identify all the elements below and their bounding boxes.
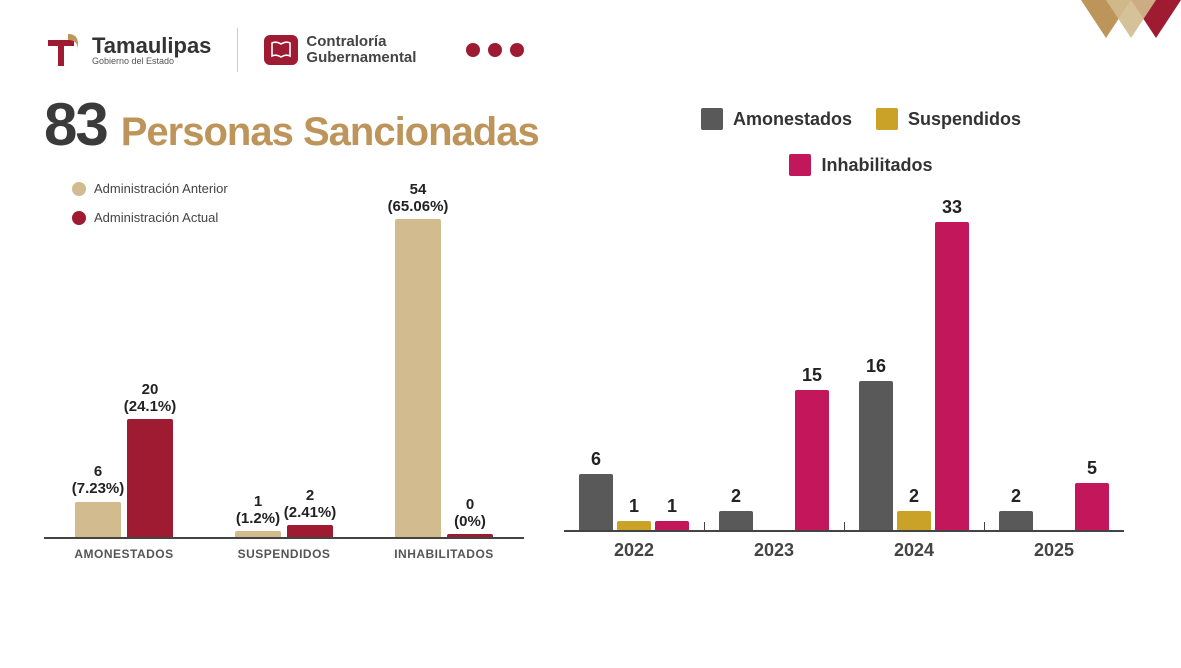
bar-label: 33 <box>942 197 962 222</box>
bar-group: 2 15 <box>704 390 844 530</box>
bar-label: 20(24.1%) <box>124 381 177 420</box>
bar-group: 1(1.2%) 2(2.41%) <box>204 525 364 537</box>
bar: 15 <box>795 390 829 530</box>
chart-by-year: 6112151623325 2022202320242025 <box>564 172 1124 561</box>
bar-label: 1 <box>629 496 639 521</box>
tam-title: Tamaulipas <box>92 35 211 57</box>
bar-label: 5 <box>1087 458 1097 483</box>
bar-label: 16 <box>866 356 886 381</box>
bar-label: 2 <box>731 486 741 511</box>
title-text: Personas Sancionadas <box>121 110 539 155</box>
x-tick: INHABILITADOS <box>364 539 524 561</box>
bar-label: 2 <box>1011 486 1021 511</box>
bar-label: 15 <box>802 365 822 390</box>
x-tick: 2025 <box>984 532 1124 561</box>
bar: 2(2.41%) <box>287 525 333 537</box>
corner-decoration <box>981 0 1181 90</box>
bar-group: 16233 <box>844 222 984 530</box>
bar-label: 1 <box>667 496 677 521</box>
bar-label: 2 <box>909 486 919 511</box>
x-tick: SUSPENDIDOS <box>204 539 364 561</box>
legend-swatch <box>876 108 898 130</box>
header-divider <box>237 28 238 72</box>
header-dots <box>466 43 524 57</box>
bar-group: 25 <box>984 483 1124 530</box>
bar: 5 <box>1075 483 1109 530</box>
bar-group: 611 <box>564 474 704 530</box>
bar: 6 <box>579 474 613 530</box>
x-tick: 2023 <box>704 532 844 561</box>
bar-label: 0(0%) <box>454 496 486 535</box>
bar: 1 <box>655 521 689 530</box>
bar: 0(0%) <box>447 534 493 537</box>
bar: 2 <box>897 511 931 530</box>
bar: 1(1.2%) <box>235 531 281 537</box>
bar: 6(7.23%) <box>75 502 121 537</box>
x-tick: 2024 <box>844 532 984 561</box>
title-number: 83 <box>44 90 107 159</box>
bar-label: 1(1.2%) <box>236 493 280 532</box>
legend-label: Suspendidos <box>908 109 1021 130</box>
bar: 20(24.1%) <box>127 419 173 537</box>
tam-subtitle: Gobierno del Estado <box>92 57 211 66</box>
legend-right: Amonestados Suspendidos Inhabilitados <box>601 108 1121 176</box>
logo-contraloria: Contraloría Gubernamental <box>264 34 416 67</box>
bar-label: 54(65.06%) <box>388 181 449 220</box>
bar-group: 54(65.06%) 0(0%) <box>364 219 524 537</box>
x-tick: 2022 <box>564 532 704 561</box>
book-icon <box>264 35 298 65</box>
logo-tamaulipas: Tamaulipas Gobierno del Estado <box>44 30 211 70</box>
legend-item: Suspendidos <box>876 108 1021 130</box>
bar: 54(65.06%) <box>395 219 441 537</box>
bar: 2 <box>999 511 1033 530</box>
legend-label: Amonestados <box>733 109 852 130</box>
cg-line2: Gubernamental <box>306 50 416 67</box>
x-tick: AMONESTADOS <box>44 539 204 561</box>
bar-label: 2(2.41%) <box>284 487 337 526</box>
bar-label: 6(7.23%) <box>72 463 125 502</box>
bar: 1 <box>617 521 651 530</box>
bar: 33 <box>935 222 969 530</box>
bar: 16 <box>859 381 893 530</box>
tamaulipas-icon <box>44 30 82 70</box>
legend-item: Amonestados <box>701 108 852 130</box>
bar-label: 6 <box>591 449 601 474</box>
cg-line1: Contraloría <box>306 34 416 51</box>
chart-by-admin: Administración Anterior Administración A… <box>44 159 524 561</box>
bar-group: 6(7.23%)20(24.1%) <box>44 419 204 537</box>
legend-swatch <box>701 108 723 130</box>
bar: 2 <box>719 511 753 530</box>
